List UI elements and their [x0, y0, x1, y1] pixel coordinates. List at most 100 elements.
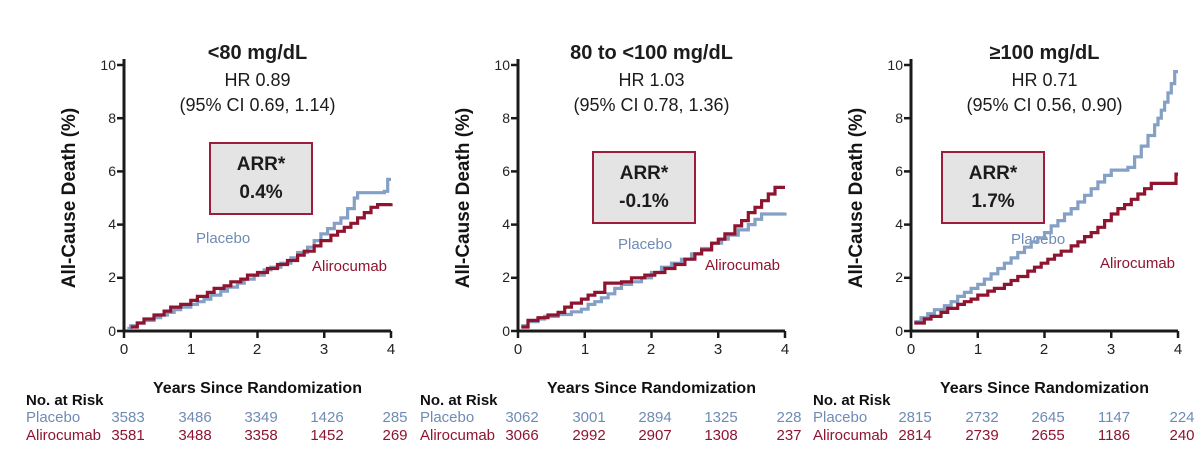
- y-tick-label: 4: [895, 216, 903, 232]
- risk-value: 2655: [1031, 427, 1065, 444]
- x-axis-title: Years Since Randomization: [547, 380, 756, 397]
- x-tick-label: 0: [119, 341, 129, 358]
- x-tick-label: 1: [186, 341, 196, 358]
- risk-value: 3581: [111, 427, 145, 444]
- placebo-curve: [914, 70, 1178, 324]
- risk-value: 3066: [505, 427, 539, 444]
- risk-value: 3486: [178, 409, 212, 426]
- y-tick-label: 10: [100, 57, 116, 73]
- hazard-ratio: HR 0.89: [224, 70, 291, 90]
- placebo-curve: [127, 177, 391, 330]
- placebo-curve-label: Placebo: [618, 236, 673, 253]
- arr-label: ARR*: [619, 163, 669, 184]
- y-tick-label: 0: [895, 323, 903, 339]
- arr-label: ARR*: [968, 163, 1018, 184]
- y-tick-label: 2: [895, 269, 903, 285]
- arr-box: ARR* -0.1%: [592, 151, 696, 224]
- x-tick-label: 1: [973, 341, 983, 358]
- risk-value: 285: [382, 409, 408, 426]
- risk-value: 2992: [572, 427, 606, 444]
- y-tick-label: 2: [108, 269, 116, 285]
- subgroup-title: ≥100 mg/dL: [989, 42, 1100, 64]
- subgroup-panel-ge100: All-Cause Death (%) 10 8 6 4 2 0 0 1 2 3…: [787, 0, 1195, 473]
- risk-value: 224: [1169, 409, 1195, 426]
- alirocumab-curve-label: Alirocumab: [705, 257, 781, 274]
- alirocumab-curve: [130, 203, 393, 329]
- x-tick-label: 4: [780, 341, 790, 358]
- hazard-ratio: HR 1.03: [618, 70, 685, 90]
- confidence-interval: (95% CI 0.78, 1.36): [573, 95, 730, 115]
- x-tick-label: 4: [386, 341, 396, 358]
- subgroup-title: <80 mg/dL: [207, 42, 308, 64]
- risk-value: 1147: [1097, 409, 1131, 426]
- alirocumab-curve-label: Alirocumab: [312, 258, 388, 275]
- risk-value: 1308: [704, 427, 738, 444]
- x-axis-title: Years Since Randomization: [940, 380, 1149, 397]
- risk-value: 3488: [178, 427, 212, 444]
- risk-value: 3583: [111, 409, 145, 426]
- alirocumab-curve-label: Alirocumab: [1100, 255, 1176, 272]
- risk-value: 1452: [310, 427, 344, 444]
- arr-box: ARR* 1.7%: [941, 151, 1045, 224]
- arr-value: 0.4%: [239, 182, 283, 203]
- x-tick-label: 3: [713, 341, 723, 358]
- risk-value: 240: [1169, 427, 1195, 444]
- subgroup-panel-80to100: All-Cause Death (%) 10 8 6 4 2 0 0 1 2 3…: [394, 0, 802, 473]
- x-axis-title: Years Since Randomization: [153, 380, 362, 397]
- risk-value: 1426: [310, 409, 344, 426]
- x-tick-label: 3: [319, 341, 329, 358]
- panel-title-block: <80 mg/dL HR 0.89 (95% CI 0.69, 1.14): [124, 40, 391, 118]
- arr-value: 1.7%: [971, 191, 1015, 212]
- risk-value: 269: [382, 427, 408, 444]
- risk-value: 1325: [704, 409, 738, 426]
- no-at-risk-label: No. at Risk: [813, 392, 891, 409]
- risk-value: 2732: [965, 409, 999, 426]
- risk-row-alirocumab-label: Alirocumab: [26, 427, 102, 444]
- x-tick-label: 3: [1106, 341, 1116, 358]
- arr-label: ARR*: [236, 154, 286, 175]
- x-tick-label: 2: [1039, 341, 1049, 358]
- risk-value: 3358: [244, 427, 278, 444]
- risk-row-alirocumab-label: Alirocumab: [813, 427, 889, 444]
- risk-row-placebo-label: Placebo: [813, 409, 868, 426]
- hazard-ratio: HR 0.71: [1011, 70, 1078, 90]
- y-tick-label: 4: [502, 216, 510, 232]
- risk-value: 2645: [1031, 409, 1065, 426]
- risk-value: 2739: [965, 427, 999, 444]
- x-tick-label: 1: [580, 341, 590, 358]
- y-tick-label: 4: [108, 216, 116, 232]
- km-plot-svg: [904, 59, 1180, 338]
- y-tick-label: 0: [502, 323, 510, 339]
- y-tick-label: 0: [108, 323, 116, 339]
- risk-value: 3349: [244, 409, 278, 426]
- x-tick-label: 0: [906, 341, 916, 358]
- risk-row-placebo-label: Placebo: [420, 409, 475, 426]
- y-tick-label: 10: [887, 57, 903, 73]
- subgroup-panel-lt80: All-Cause Death (%) 10 8 6 4 2 0 0 1 2 3…: [0, 0, 408, 473]
- alirocumab-curve: [521, 185, 785, 329]
- risk-value: 1186: [1097, 427, 1131, 444]
- y-tick-label: 10: [494, 57, 510, 73]
- risk-value: 2907: [638, 427, 672, 444]
- arr-box: ARR* 0.4%: [209, 142, 313, 215]
- no-at-risk-label: No. at Risk: [26, 392, 104, 409]
- risk-value: 3062: [505, 409, 539, 426]
- confidence-interval: (95% CI 0.56, 0.90): [966, 95, 1123, 115]
- risk-row-placebo-label: Placebo: [26, 409, 81, 426]
- y-tick-label: 6: [108, 163, 116, 179]
- placebo-curve-label: Placebo: [196, 230, 251, 247]
- panel-title-block: ≥100 mg/dL HR 0.71 (95% CI 0.56, 0.90): [911, 40, 1178, 118]
- subgroup-title: 80 to <100 mg/dL: [570, 42, 733, 64]
- x-tick-label: 2: [646, 341, 656, 358]
- risk-value: 2815: [898, 409, 932, 426]
- no-at-risk-label: No. at Risk: [420, 392, 498, 409]
- arr-value: -0.1%: [619, 191, 669, 212]
- panel-title-block: 80 to <100 mg/dL HR 1.03 (95% CI 0.78, 1…: [518, 40, 785, 118]
- x-tick-label: 2: [252, 341, 262, 358]
- x-tick-label: 0: [513, 341, 523, 358]
- risk-row-alirocumab-label: Alirocumab: [420, 427, 496, 444]
- km-plot-svg: [117, 59, 393, 338]
- confidence-interval: (95% CI 0.69, 1.14): [179, 95, 336, 115]
- alirocumab-curve: [914, 172, 1178, 325]
